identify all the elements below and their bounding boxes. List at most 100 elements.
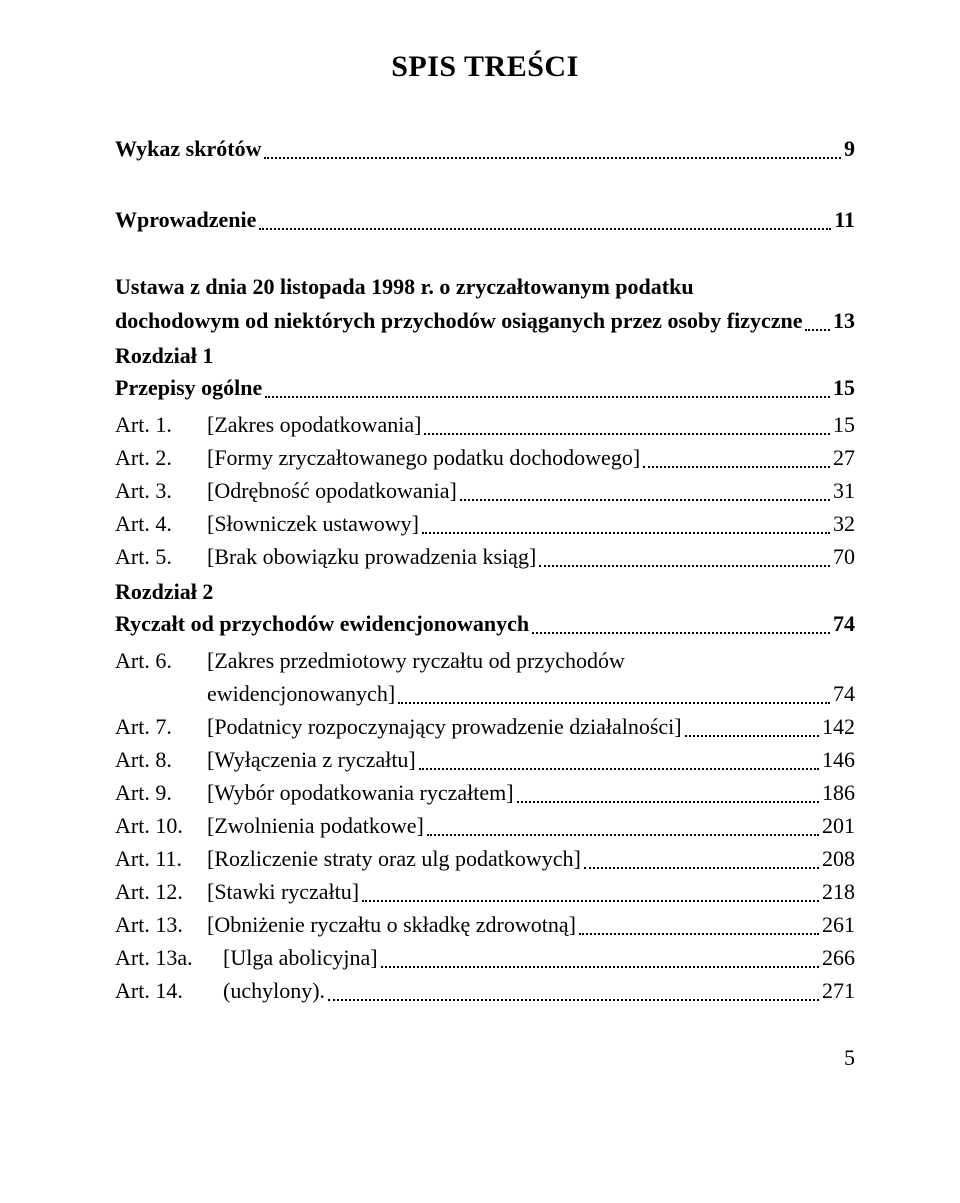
toc-entry: Art. 11. [Rozliczenie straty oraz ulg po… bbox=[115, 842, 855, 875]
page-number: 5 bbox=[115, 1045, 855, 1071]
article-number: Art. 9. bbox=[115, 776, 207, 809]
article-title: [Rozliczenie straty oraz ulg podatkowych… bbox=[207, 842, 581, 875]
article-number: Art. 13. bbox=[115, 908, 207, 941]
toc-entry: Przepisy ogólne 15 bbox=[115, 371, 855, 404]
article-title: [Obniżenie ryczałtu o składkę zdrowotną] bbox=[207, 908, 576, 941]
toc-entry: Art. 13a. [Ulga abolicyjna] 266 bbox=[115, 941, 855, 974]
page-container: SPIS TREŚCI Wykaz skrótów 9 Wprowadzenie… bbox=[0, 0, 960, 1111]
toc-entry: Art. 8. [Wyłączenia z ryczałtu] 146 bbox=[115, 743, 855, 776]
article-title: [Odrębność opodatkowania] bbox=[207, 474, 457, 507]
toc-entry: Art. 3. [Odrębność opodatkowania] 31 bbox=[115, 474, 855, 507]
page-title: SPIS TREŚCI bbox=[115, 50, 855, 84]
article-title: [Ulga abolicyjna] bbox=[223, 941, 378, 974]
article-number: Art. 2. bbox=[115, 441, 207, 474]
entry-page: 186 bbox=[822, 776, 855, 809]
entry-page: 27 bbox=[833, 441, 855, 474]
article-title: [Wyłączenia z ryczałtu] bbox=[207, 743, 416, 776]
entry-page: 13 bbox=[833, 304, 855, 337]
entry-page: 74 bbox=[833, 677, 855, 710]
entry-page: 266 bbox=[822, 941, 855, 974]
leader-dots bbox=[517, 800, 819, 803]
article-title: [Zwolnienia podatkowe] bbox=[207, 809, 424, 842]
toc-entry: dochodowym od niektórych przychodów osią… bbox=[115, 304, 855, 337]
act-title-line1: Ustawa z dnia 20 listopada 1998 r. o zry… bbox=[115, 274, 855, 300]
toc-entry: Art. 7. [Podatnicy rozpoczynający prowad… bbox=[115, 710, 855, 743]
article-number: Art. 5. bbox=[115, 540, 207, 573]
article-number: Art. 10. bbox=[115, 809, 207, 842]
entry-page: 11 bbox=[834, 203, 855, 236]
article-title-line1: [Zakres przedmiotowy ryczałtu od przycho… bbox=[207, 644, 625, 677]
article-title: [Formy zryczałtowanego podatku dochodowe… bbox=[207, 441, 640, 474]
entry-page: 32 bbox=[833, 507, 855, 540]
article-title: [Wybór opodatkowania ryczałtem] bbox=[207, 776, 514, 809]
toc-entry: Art. 1. [Zakres opodatkowania] 15 bbox=[115, 408, 855, 441]
leader-dots bbox=[460, 498, 830, 501]
article-title: [Słowniczek ustawowy] bbox=[207, 507, 419, 540]
toc-entry: Art. 4. [Słowniczek ustawowy] 32 bbox=[115, 507, 855, 540]
entry-label: dochodowym od niektórych przychodów osią… bbox=[115, 304, 802, 337]
article-title: [Zakres opodatkowania] bbox=[207, 408, 421, 441]
entry-page: 74 bbox=[833, 607, 855, 640]
leader-dots bbox=[419, 767, 819, 770]
entry-label: Przepisy ogólne bbox=[115, 371, 262, 404]
leader-dots bbox=[422, 531, 830, 534]
article-number: Art. 14. bbox=[115, 974, 223, 1007]
toc-entry: Art. 10. [Zwolnienia podatkowe] 201 bbox=[115, 809, 855, 842]
article-number: Art. 8. bbox=[115, 743, 207, 776]
toc-entry: Art. 9. [Wybór opodatkowania ryczałtem] … bbox=[115, 776, 855, 809]
leader-dots bbox=[381, 965, 819, 968]
leader-dots bbox=[328, 998, 819, 1001]
entry-label: Wprowadzenie bbox=[115, 203, 256, 236]
toc-entry: Art. 14. (uchylony). 271 bbox=[115, 974, 855, 1007]
leader-dots bbox=[685, 734, 819, 737]
article-number: Art. 4. bbox=[115, 507, 207, 540]
leader-dots bbox=[805, 328, 830, 331]
leader-dots bbox=[643, 465, 830, 468]
article-number: Art. 11. bbox=[115, 842, 207, 875]
article-number: Art. 1. bbox=[115, 408, 207, 441]
article-title: (uchylony). bbox=[223, 974, 325, 1007]
entry-page: 261 bbox=[822, 908, 855, 941]
leader-dots bbox=[579, 932, 819, 935]
article-number: Art. 7. bbox=[115, 710, 207, 743]
article-number: Art. 12. bbox=[115, 875, 207, 908]
entry-page: 208 bbox=[822, 842, 855, 875]
entry-page: 15 bbox=[833, 408, 855, 441]
article-number: Art. 3. bbox=[115, 474, 207, 507]
chapter-heading: Rozdział 2 bbox=[115, 579, 855, 605]
leader-dots bbox=[259, 227, 831, 230]
toc-entry: Ryczałt od przychodów ewidencjonowanych … bbox=[115, 607, 855, 640]
entry-page: 201 bbox=[822, 809, 855, 842]
entry-page: 271 bbox=[822, 974, 855, 1007]
leader-dots bbox=[362, 899, 819, 902]
entry-page: 218 bbox=[822, 875, 855, 908]
leader-dots bbox=[424, 432, 830, 435]
entry-page: 15 bbox=[833, 371, 855, 404]
toc-entry: Wykaz skrótów 9 bbox=[115, 132, 855, 165]
toc-entry: Wprowadzenie 11 bbox=[115, 203, 855, 236]
toc-entry: Art. 12. [Stawki ryczałtu] 218 bbox=[115, 875, 855, 908]
toc-entry: Art. 5. [Brak obowiązku prowadzenia ksią… bbox=[115, 540, 855, 573]
entry-page: 142 bbox=[822, 710, 855, 743]
article-title-line2: ewidencjonowanych] bbox=[207, 677, 395, 710]
article-number: Art. 13a. bbox=[115, 941, 223, 974]
entry-page: 31 bbox=[833, 474, 855, 507]
entry-page: 146 bbox=[822, 743, 855, 776]
article-title: [Podatnicy rozpoczynający prowadzenie dz… bbox=[207, 710, 682, 743]
article-title: [Stawki ryczałtu] bbox=[207, 875, 359, 908]
leader-dots bbox=[264, 156, 841, 159]
chapter-heading: Rozdział 1 bbox=[115, 343, 855, 369]
article-number: Art. 6. bbox=[115, 644, 207, 677]
entry-label: Wykaz skrótów bbox=[115, 132, 261, 165]
toc-entry: Art. 2. [Formy zryczałtowanego podatku d… bbox=[115, 441, 855, 474]
leader-dots bbox=[398, 701, 830, 704]
leader-dots bbox=[539, 564, 830, 567]
leader-dots bbox=[427, 833, 819, 836]
leader-dots bbox=[532, 631, 830, 634]
entry-page: 9 bbox=[844, 132, 855, 165]
leader-dots bbox=[265, 395, 830, 398]
entry-page: 70 bbox=[833, 540, 855, 573]
entry-label: Ryczałt od przychodów ewidencjonowanych bbox=[115, 607, 529, 640]
toc-entry: Art. 13. [Obniżenie ryczałtu o składkę z… bbox=[115, 908, 855, 941]
article-title: [Brak obowiązku prowadzenia ksiąg] bbox=[207, 540, 536, 573]
